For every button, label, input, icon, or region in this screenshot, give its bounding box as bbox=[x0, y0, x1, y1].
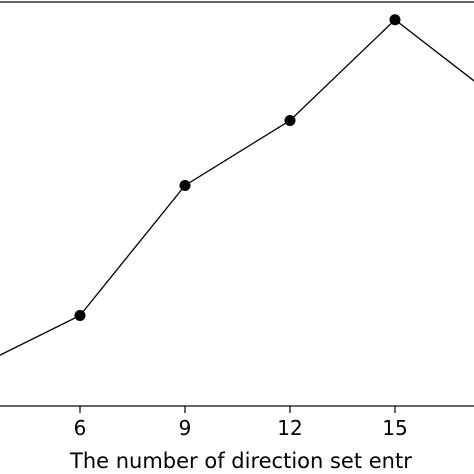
data-point bbox=[179, 180, 191, 191]
x-tick-label: 6 bbox=[74, 416, 87, 440]
data-point bbox=[389, 14, 401, 26]
series-line-0 bbox=[0, 18, 474, 356]
x-tick-label: 12 bbox=[277, 416, 302, 440]
x-axis: 6 9 12 15 bbox=[74, 406, 408, 440]
data-point bbox=[74, 310, 86, 321]
x-tick-label: 9 bbox=[179, 416, 192, 440]
plot-frame bbox=[0, 1, 474, 407]
data-point bbox=[284, 115, 296, 126]
x-axis-label: The number of direction set entr bbox=[69, 449, 412, 473]
x-tick-label: 15 bbox=[382, 416, 407, 440]
series-layer bbox=[0, 14, 474, 356]
